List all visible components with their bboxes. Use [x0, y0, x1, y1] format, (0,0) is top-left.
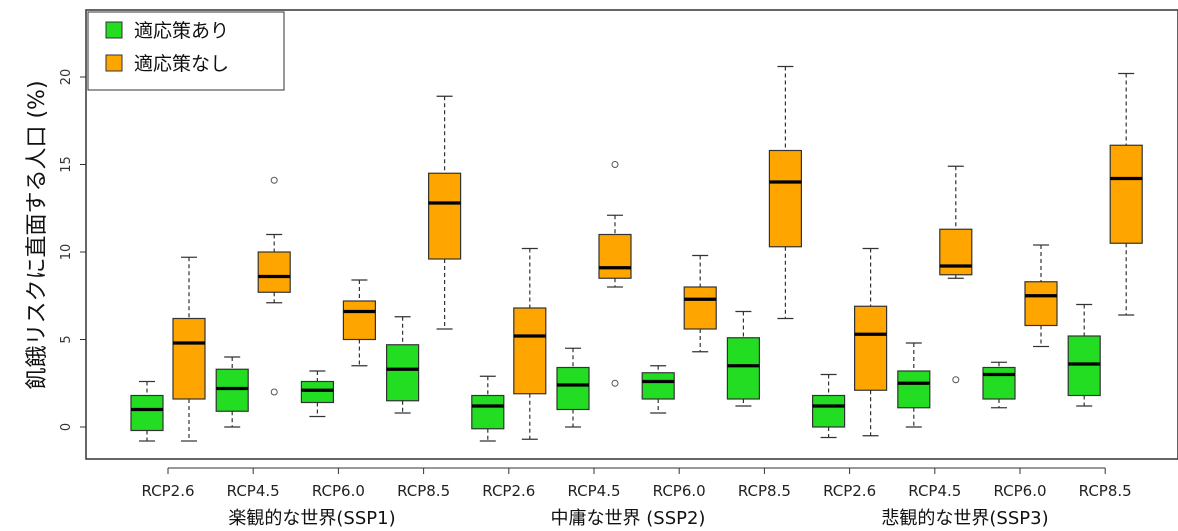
box-body — [726, 337, 761, 400]
box-body — [300, 380, 334, 404]
x-tick-label: RCP8.5 — [1079, 482, 1132, 500]
outlier-point — [270, 388, 278, 396]
box-no-adaptation — [342, 279, 376, 367]
box-body — [598, 233, 632, 279]
x-tick-label: RCP4.5 — [908, 482, 961, 500]
box-with-adaptation — [386, 316, 420, 414]
box-no-adaptation — [939, 165, 973, 384]
box-body — [215, 368, 249, 412]
legend-swatch — [105, 21, 123, 39]
box-body — [172, 317, 206, 400]
box-no-adaptation — [428, 95, 462, 330]
box-body — [471, 394, 505, 430]
box-body — [257, 251, 291, 293]
box-body — [811, 394, 846, 428]
box-no-adaptation — [172, 256, 206, 442]
group-label: 楽観的な世界(SSP1) — [228, 508, 395, 529]
x-tick-label: RCP6.0 — [993, 482, 1046, 500]
y-axis: 0 5 10 15 20 — [59, 69, 86, 431]
outlier-point — [611, 161, 619, 168]
box-body — [428, 172, 462, 260]
box-no-adaptation — [257, 176, 291, 396]
x-tick-label: RCP8.5 — [738, 482, 791, 500]
box-with-adaptation — [811, 373, 846, 439]
box-body — [897, 370, 931, 409]
group-label: 悲観的な世界(SSP3) — [881, 508, 1048, 529]
group-labels: 楽観的な世界(SSP1) 中庸な世界 (SSP2) 悲観的な世界(SSP3) — [228, 508, 1048, 529]
box-body — [1024, 281, 1058, 327]
x-tick-label: RCP4.5 — [227, 482, 280, 500]
x-axis: RCP2.6 RCP4.5 RCP6.0 RCP8.5 RCP2.6 RCP4.5 RCP6… — [141, 467, 1132, 500]
y-axis-title: 飢餓リスクに直面する人口 (%) — [25, 80, 50, 389]
box-with-adaptation — [1067, 303, 1101, 407]
box-body — [683, 286, 717, 330]
box-no-adaptation — [513, 247, 547, 440]
outlier-point — [611, 379, 619, 387]
box-with-adaptation — [130, 380, 164, 442]
x-tick-label: RCP6.0 — [653, 482, 706, 500]
y-tick-label: 20 — [59, 69, 74, 86]
box-body — [768, 149, 803, 248]
outlier-point — [952, 376, 960, 384]
x-tick-label: RCP6.0 — [312, 482, 365, 500]
box-no-adaptation — [1109, 72, 1143, 316]
box-with-adaptation — [897, 342, 931, 428]
box-body — [130, 394, 164, 432]
box-body — [513, 307, 547, 395]
box-no-adaptation — [598, 161, 632, 387]
box-with-adaptation — [726, 310, 761, 407]
box-no-adaptation — [768, 65, 803, 320]
box-body — [939, 228, 973, 276]
box-body — [1067, 335, 1101, 397]
box-no-adaptation — [683, 254, 717, 353]
box-with-adaptation — [641, 365, 675, 414]
x-tick-label: RCP2.6 — [141, 482, 194, 500]
box-series — [130, 65, 1143, 442]
x-tick-label: RCP4.5 — [567, 482, 620, 500]
box-body — [982, 366, 1016, 400]
box-no-adaptation — [1024, 244, 1058, 348]
legend-label: 適応策なし — [134, 53, 229, 75]
legend-swatch — [105, 54, 123, 72]
x-tick-label: RCP2.6 — [823, 482, 876, 500]
box-no-adaptation — [853, 247, 888, 437]
box-with-adaptation — [215, 356, 249, 428]
box-body — [1109, 144, 1143, 244]
box-with-adaptation — [471, 375, 505, 442]
box-body — [556, 366, 590, 411]
legend-label: 適応策あり — [134, 20, 229, 42]
box-with-adaptation — [556, 347, 590, 428]
box-with-adaptation — [982, 361, 1016, 409]
box-with-adaptation — [300, 370, 334, 418]
outlier-point — [270, 176, 278, 184]
box-body — [386, 344, 420, 402]
y-tick-label: 10 — [59, 244, 74, 261]
box-body — [342, 300, 376, 341]
group-label: 中庸な世界 (SSP2) — [551, 508, 706, 529]
y-tick-label: 5 — [59, 335, 74, 343]
x-tick-label: RCP2.6 — [482, 482, 535, 500]
box-body — [641, 372, 675, 400]
y-tick-label: 15 — [59, 156, 74, 173]
x-tick-label: RCP8.5 — [397, 482, 450, 500]
y-tick-label: 0 — [59, 423, 74, 431]
box-body — [853, 305, 888, 391]
